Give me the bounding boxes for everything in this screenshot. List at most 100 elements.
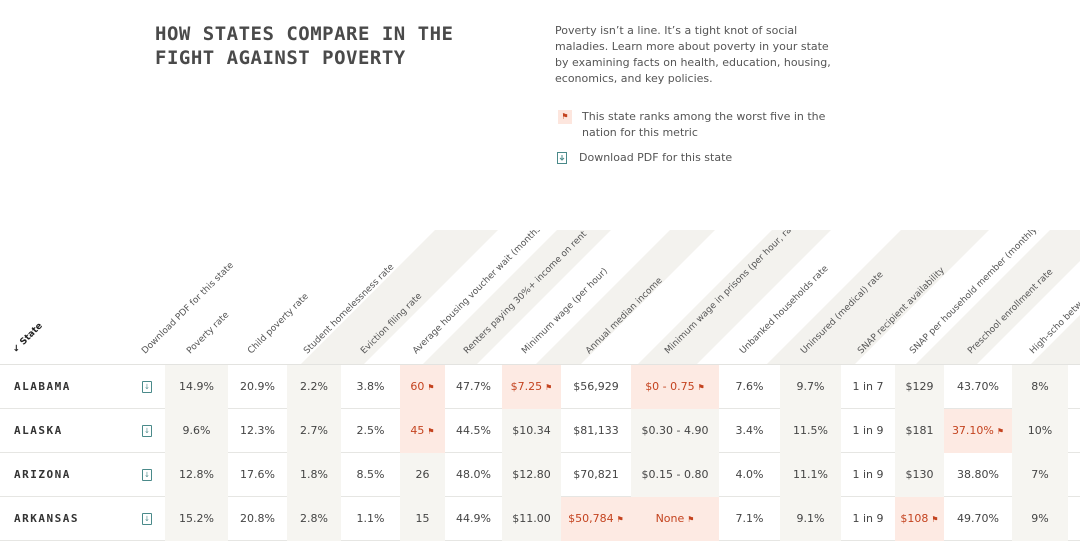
cell-value: 1 in 9 — [852, 512, 884, 525]
legend-download-pdf-label: Download PDF for this state — [579, 151, 733, 164]
table-cell: 4.0% — [719, 453, 780, 497]
table-row: ALABAMA ↓ 14.9% 20.9% 2.2% 3.8% 60 ⚑ 47.7% $7.25 ⚑… — [0, 365, 1080, 409]
cell-value: $81,133 — [573, 424, 619, 437]
column-headers: Download PDF for this state Poverty rate C… — [0, 230, 1080, 365]
table-cell: $0.30 - 4.90 — [631, 409, 719, 453]
table-cell: 20.8% — [228, 497, 287, 541]
legend-worst-five: ⚑ This state ranks among the worst five … — [555, 109, 845, 141]
flag-icon: ⚑ — [558, 110, 572, 124]
flag-icon: ⚑ — [545, 383, 553, 392]
state-name[interactable]: ARKANSAS — [14, 512, 79, 525]
table-row: ARIZONA ↓ 12.8% 17.6% 1.8% 8.5% 26 48.0% $12.80 $… — [0, 453, 1080, 497]
table-cell: 9.6% — [165, 409, 228, 453]
cell-value: 1.8% — [300, 468, 328, 481]
cell-value: 26 — [415, 468, 430, 481]
cell-value: 45 — [410, 424, 425, 437]
cell-value: 12.8% — [179, 468, 214, 481]
cell-value: 9% — [1031, 512, 1049, 525]
download-pdf-icon[interactable]: ↓ — [142, 425, 152, 437]
cell-value: 9.1% — [796, 512, 825, 525]
cell-value: 47.7% — [456, 380, 491, 393]
table-cell: 17.6% — [228, 453, 287, 497]
cell-value: 20.9% — [240, 380, 275, 393]
table-cell: $181 — [895, 409, 944, 453]
cell-value: 12.3% — [240, 424, 275, 437]
table-cell: 44.9% — [445, 497, 502, 541]
state-name[interactable]: ALABAMA — [14, 380, 71, 393]
cell-value: 7.6% — [735, 380, 764, 393]
download-pdf-icon[interactable]: ↓ — [142, 381, 152, 393]
table-cell: 20.9% — [228, 365, 287, 409]
cell-value: 1 in 7 — [852, 380, 884, 393]
column-header-0[interactable]: Download PDF for this state — [139, 260, 236, 357]
state-name[interactable]: ALASKA — [14, 424, 63, 437]
state-table: ALABAMA ↓ 14.9% 20.9% 2.2% 3.8% 60 ⚑ 47.7% $7.25 ⚑… — [0, 364, 1080, 541]
cell-value: 1.1% — [356, 512, 385, 525]
table-cell: $12.80 — [502, 453, 561, 497]
cell-value: 44.9% — [456, 512, 491, 525]
cell-value: 3.8% — [356, 380, 385, 393]
table-cell: 37.10% ⚑ — [944, 409, 1012, 453]
cell-value: $70,821 — [573, 468, 619, 481]
cell-value: 7% — [1031, 468, 1049, 481]
cell-value: 43.70% — [957, 380, 999, 393]
table-cell: 1 in 9 — [841, 409, 895, 453]
cell-value: 7.1% — [735, 512, 764, 525]
table-cell: 2.5% — [341, 409, 400, 453]
cell-value: None — [655, 512, 685, 525]
cell-value: 15 — [415, 512, 430, 525]
table-cell: 15.2% — [165, 497, 228, 541]
cell-value: 9.6% — [182, 424, 211, 437]
cell-value: $11.00 — [512, 512, 551, 525]
table-cell: $130 — [895, 453, 944, 497]
state-name[interactable]: ARIZONA — [14, 468, 71, 481]
table-row: ARKANSAS ↓ 15.2% 20.8% 2.8% 1.1% 15 44.9% $11.00… — [0, 497, 1080, 541]
table-cell: 48.0% — [445, 453, 502, 497]
download-pdf-icon[interactable]: ↓ — [142, 469, 152, 481]
table-cell: 2.2% — [287, 365, 341, 409]
table-cell: $70,821 — [561, 453, 631, 497]
flag-icon: ⚑ — [427, 427, 435, 436]
cell-value: 8.5% — [356, 468, 385, 481]
table-cell: $0 - 0.75 ⚑ — [631, 365, 719, 409]
table-cell: 10% — [1012, 409, 1068, 453]
download-pdf-icon — [555, 151, 569, 165]
cell-value: 8% — [1031, 380, 1049, 393]
download-pdf-icon[interactable]: ↓ — [142, 513, 152, 525]
table-row: ALASKA ↓ 9.6% 12.3% 2.7% 2.5% 45 ⚑ 44.5% $10.34 $8… — [0, 409, 1080, 453]
cell-value: $0.15 - 0.80 — [641, 468, 709, 481]
table-cell: $50,784 ⚑ — [561, 497, 631, 541]
table-cell: $81,133 — [561, 409, 631, 453]
table-cell: 1 in 9 — [841, 453, 895, 497]
table-cell: 8% — [1012, 365, 1068, 409]
table-cell: 26 — [400, 453, 445, 497]
cell-value: $12.80 — [512, 468, 551, 481]
table-cell: 14.9% — [165, 365, 228, 409]
page-title: HOW STATES COMPARE IN THE FIGHT AGAINST … — [155, 23, 454, 69]
table-cell: $108 ⚑ — [895, 497, 944, 541]
table-cell: 2.8% — [287, 497, 341, 541]
table-cell: 15 — [400, 497, 445, 541]
cell-value: 1 in 9 — [852, 468, 884, 481]
table-cell: 11.5% — [780, 409, 841, 453]
table-cell: 7.1% — [719, 497, 780, 541]
table-cell: 9.7% — [780, 365, 841, 409]
table-cell: $0.15 - 0.80 — [631, 453, 719, 497]
table-cell: $10.34 — [502, 409, 561, 453]
table-cell: 38.80% — [944, 453, 1012, 497]
table-cell: 1.8% — [287, 453, 341, 497]
flag-icon: ⚑ — [697, 383, 705, 392]
flag-icon: ⚑ — [931, 515, 939, 524]
flag-icon: ⚑ — [427, 383, 435, 392]
table-cell: 47.7% — [445, 365, 502, 409]
table-cell: 49.70% — [944, 497, 1012, 541]
cell-value: 4.0% — [735, 468, 764, 481]
column-header-1[interactable]: Poverty rate — [184, 310, 231, 357]
cell-value: 2.5% — [356, 424, 385, 437]
column-header-2[interactable]: Child poverty rate — [245, 291, 311, 357]
cell-value: 2.8% — [300, 512, 328, 525]
table-cell: $56,929 — [561, 365, 631, 409]
table-cell: 1 in 7 — [841, 365, 895, 409]
table-cell: 7.6% — [719, 365, 780, 409]
cell-value: 11.1% — [793, 468, 828, 481]
